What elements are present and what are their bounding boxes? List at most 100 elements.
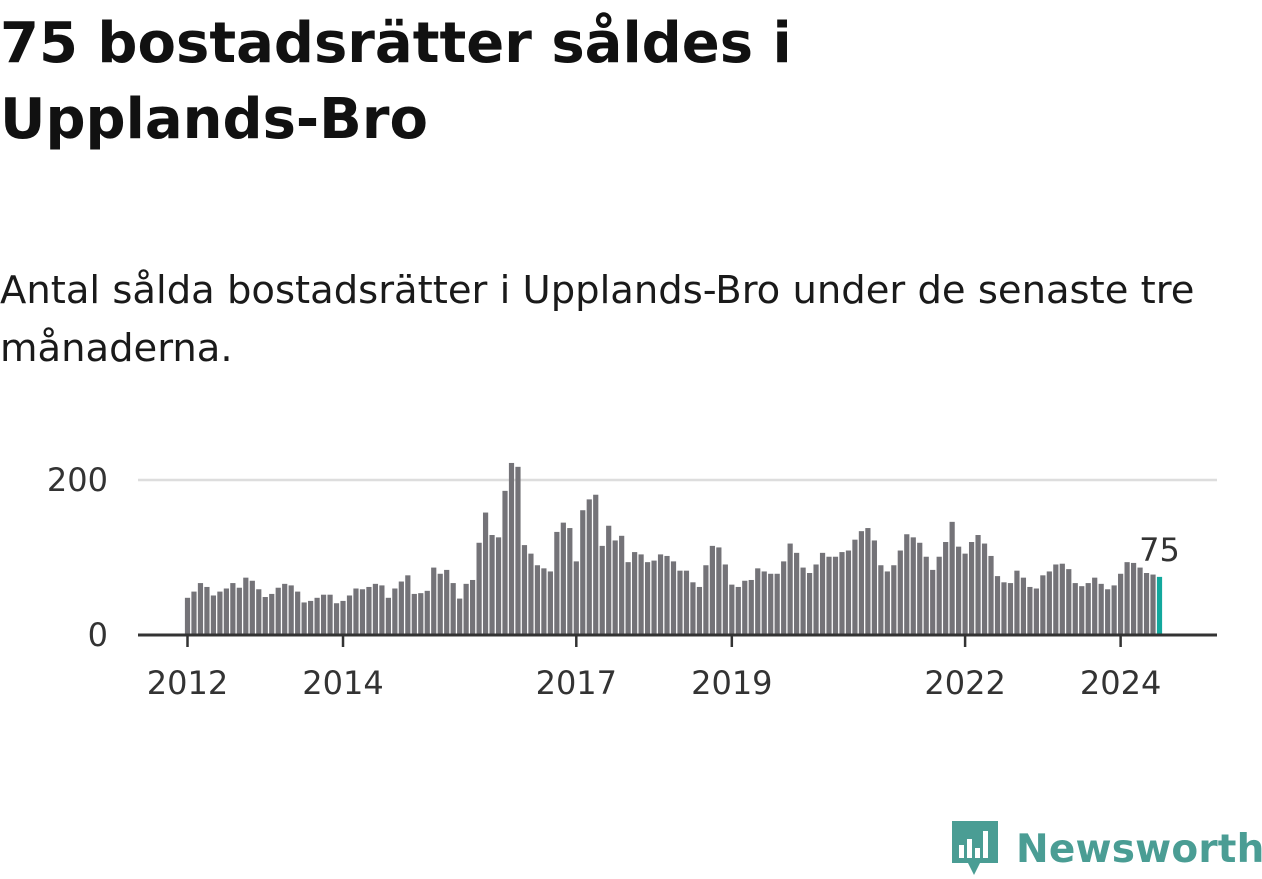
bar [819,552,826,635]
bar [852,539,858,635]
bar [230,583,236,635]
bar [398,581,404,635]
bar [683,570,690,635]
bar [787,543,793,635]
bar [722,564,728,635]
bar [923,556,929,635]
bar [748,579,754,635]
bar [644,562,651,635]
bar [1092,577,1098,635]
bar [327,594,333,635]
bar [1027,586,1033,635]
bar [405,575,411,635]
bar [470,579,476,635]
bar [949,521,955,635]
bar [547,571,553,635]
x-tick-label-2022: 2022 [924,664,1005,702]
bar [910,537,916,635]
bar [1111,585,1117,635]
bar [366,586,372,635]
bar [975,535,981,635]
bar [204,586,210,635]
bar [832,556,839,635]
bar [573,561,579,636]
chart-subtitle: Antal sålda bostadsrätter i Upplands-Bro… [0,268,1195,371]
bar [275,587,281,635]
bar [878,565,884,635]
bar [295,591,301,635]
page-title: 75 bostadsrätter såldes i Upplands-Bro [0,11,792,152]
bar [1150,574,1156,635]
newsworthy-logo[interactable]: Newsworthy [950,819,1262,879]
bar [411,593,417,635]
bar [657,554,664,635]
bar [826,556,832,635]
bar [444,569,450,635]
y-tick-label-0: 0 [88,616,108,654]
bar [806,573,813,635]
bar [651,560,657,635]
bar [482,512,489,635]
x-tick-label-2019: 2019 [691,664,772,702]
bar [541,568,547,635]
newsworthy-logo-icon [952,821,998,875]
bar [418,593,424,635]
bar [269,593,275,635]
bar [359,589,366,635]
bar [308,600,314,635]
bar [1072,583,1078,635]
bar [249,580,255,635]
bar [495,537,502,635]
bar [625,562,631,635]
x-tick-label-2012: 2012 [147,664,228,702]
bar [521,545,528,635]
bar [943,542,949,635]
bar [897,550,903,635]
bar [729,584,735,636]
bar [794,552,800,635]
bar [554,531,560,635]
bar [457,598,463,635]
axes [138,633,1217,647]
bar [1014,570,1020,635]
bar [774,573,780,635]
bar [813,564,819,635]
bar [217,591,223,635]
bar [534,565,541,635]
bar [1020,577,1027,635]
bar [1007,583,1014,635]
bar [372,583,379,635]
bar [742,580,748,635]
y-tick-label-200: 200 [47,461,108,499]
bar [379,585,385,635]
bar [223,588,229,635]
bar [755,568,761,635]
bar [515,466,521,635]
bar [1046,571,1052,635]
bar [463,583,469,635]
x-tick-label-2024: 2024 [1080,664,1161,702]
bar [288,585,294,635]
bar [988,555,994,635]
bar [256,589,262,635]
bar [871,540,877,635]
axis-labels: 0 200 2012 2014 2017 2019 2022 2024 75 [47,461,1180,702]
x-tick-label-2017: 2017 [536,664,617,702]
bar [567,528,573,635]
bar [508,462,515,635]
bar [1118,573,1124,635]
bar [1033,588,1039,635]
bar-chart: 0 200 2012 2014 2017 2019 2022 2024 75 [47,461,1217,702]
bar [1098,583,1104,635]
bar [528,553,534,636]
bar [593,494,599,635]
bar [962,553,968,636]
bar [703,565,709,635]
bar [424,590,430,635]
bar [320,594,327,635]
bar [845,550,852,635]
bar [968,542,975,635]
bar [800,567,806,635]
bar [917,542,923,635]
bar [696,586,703,635]
